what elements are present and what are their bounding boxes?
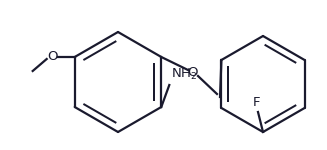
- Text: O: O: [47, 51, 58, 63]
- Text: O: O: [188, 66, 198, 78]
- Text: F: F: [253, 96, 261, 109]
- Text: NH$_2$: NH$_2$: [171, 67, 198, 82]
